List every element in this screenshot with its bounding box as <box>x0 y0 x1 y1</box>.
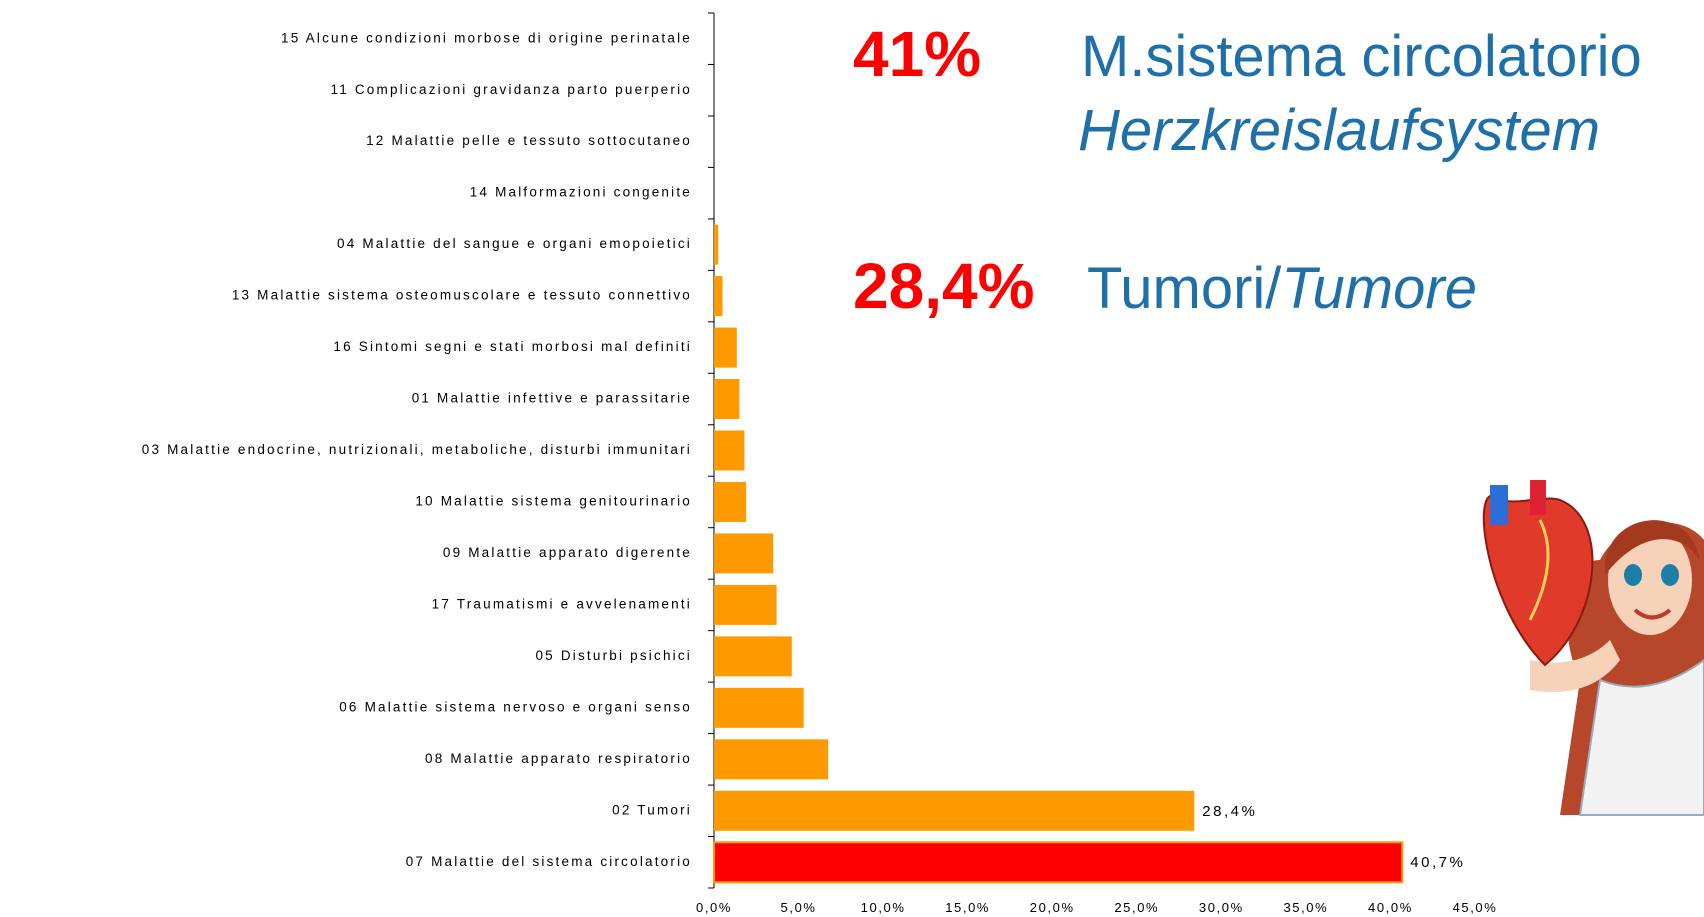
y-tick-label: 15 Alcune condizioni morbose di origine … <box>281 30 692 45</box>
annotation-big: 41% <box>853 18 981 90</box>
y-tick-label: 06 Malattie sistema nervoso e organi sen… <box>339 699 692 714</box>
bar <box>714 379 740 420</box>
x-tick-label: 5,0% <box>781 900 817 915</box>
x-tick-label: 30,0% <box>1199 900 1244 915</box>
x-tick-label: 45,0% <box>1453 900 1498 915</box>
bar <box>714 739 829 780</box>
x-tick-label: 15,0% <box>945 900 990 915</box>
bar <box>713 841 1404 884</box>
x-tick-label: 0,0% <box>696 900 732 915</box>
x-tick-label: 20,0% <box>1030 900 1075 915</box>
bar <box>714 790 1195 831</box>
y-tick-label: 01 Malattie infettive e parassitarie <box>412 391 692 406</box>
y-tick-label: 12 Malattie pelle e tessuto sottocutaneo <box>366 133 692 148</box>
y-tick-label: 10 Malattie sistema genitourinario <box>415 494 692 509</box>
y-tick-label: 13 Malattie sistema osteomuscolare e tes… <box>232 288 692 303</box>
y-tick-label: 02 Tumori <box>612 802 692 817</box>
y-tick-label: 05 Disturbi psichici <box>535 648 692 663</box>
y-tick-label: 16 Sintomi segni e stati morbosi mal def… <box>333 339 692 354</box>
x-tick-label: 10,0% <box>861 900 906 915</box>
annotation-big: 28,4% <box>853 250 1034 322</box>
annotation-text: Tumori/Tumore <box>1087 256 1477 321</box>
bar <box>714 481 747 522</box>
x-tick-label: 40,0% <box>1368 900 1413 915</box>
bar <box>714 276 723 317</box>
bar <box>714 636 792 677</box>
data-label: 28,4% <box>1202 803 1257 820</box>
data-label: 40,7% <box>1410 854 1465 871</box>
bar <box>714 533 774 574</box>
y-tick-label: 11 Complicazioni gravidanza parto puerpe… <box>330 82 692 97</box>
y-tick-label: 07 Malattie del sistema circolatorio <box>406 854 692 869</box>
bar <box>714 687 804 728</box>
bar <box>714 224 719 265</box>
y-tick-label: 03 Malattie endocrine, nutrizionali, met… <box>142 442 692 457</box>
bar <box>714 584 777 625</box>
bar <box>714 327 737 368</box>
y-tick-label: 08 Malattie apparato respiratorio <box>425 751 692 766</box>
x-tick-label: 25,0% <box>1114 900 1159 915</box>
y-tick-label: 17 Traumatismi e avvelenamenti <box>432 596 692 611</box>
y-tick-label: 09 Malattie apparato digerente <box>443 545 692 560</box>
annotation-text: Herzkreislaufsystem <box>1078 98 1600 163</box>
y-tick-label: 14 Malformazioni congenite <box>470 185 692 200</box>
doctor-illustration <box>1482 480 1704 816</box>
x-tick-label: 35,0% <box>1283 900 1328 915</box>
annotation-text: Tumori/ <box>1087 256 1282 321</box>
y-tick-label: 04 Malattie del sangue e organi emopoiet… <box>337 236 692 251</box>
annotation-text: M.sistema circolatorio <box>1081 24 1642 89</box>
bar <box>714 430 745 471</box>
annotation-text: Tumore <box>1281 256 1477 321</box>
